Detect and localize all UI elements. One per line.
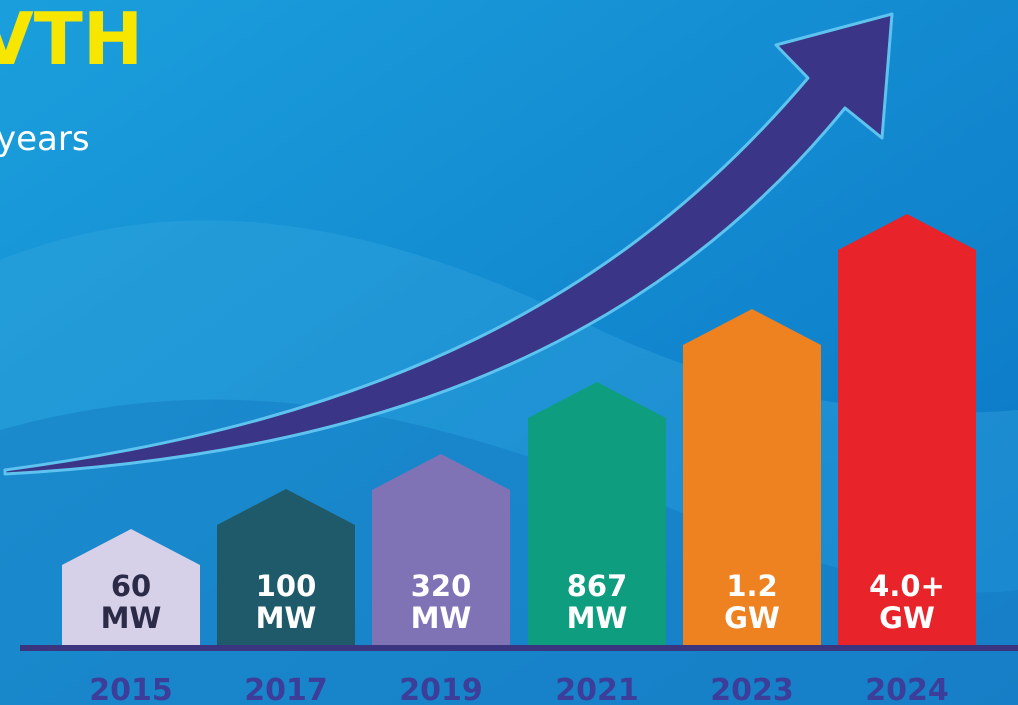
bar-amount: 1.2 xyxy=(726,569,777,603)
year-label: 2024 xyxy=(865,673,949,705)
bar-unit: MW xyxy=(411,601,472,635)
bar-unit: GW xyxy=(724,601,780,635)
bar-amount: 320 xyxy=(411,569,472,603)
bar-unit: GW xyxy=(879,601,935,635)
bar-amount: 60 xyxy=(111,569,151,603)
bar-amount: 867 xyxy=(567,569,628,603)
bar-amount: 100 xyxy=(256,569,317,603)
title: VTH xyxy=(0,0,143,81)
subtitle: years xyxy=(0,119,90,159)
bar-unit: MW xyxy=(256,601,317,635)
bar-amount: 4.0+ xyxy=(869,569,945,603)
year-label: 2015 xyxy=(89,673,173,705)
infographic: VTH years 60MW2015100MW2017320MW2019867M… xyxy=(0,0,1018,705)
page: {"title": "VTH", "subtitle": "years", "b… xyxy=(0,0,1018,705)
year-label: 2021 xyxy=(555,673,639,705)
baseline xyxy=(20,645,1018,651)
bar-unit: MW xyxy=(567,601,628,635)
year-label: 2017 xyxy=(244,673,328,705)
year-label: 2023 xyxy=(710,673,794,705)
bar-unit: MW xyxy=(101,601,162,635)
year-label: 2019 xyxy=(399,673,483,705)
